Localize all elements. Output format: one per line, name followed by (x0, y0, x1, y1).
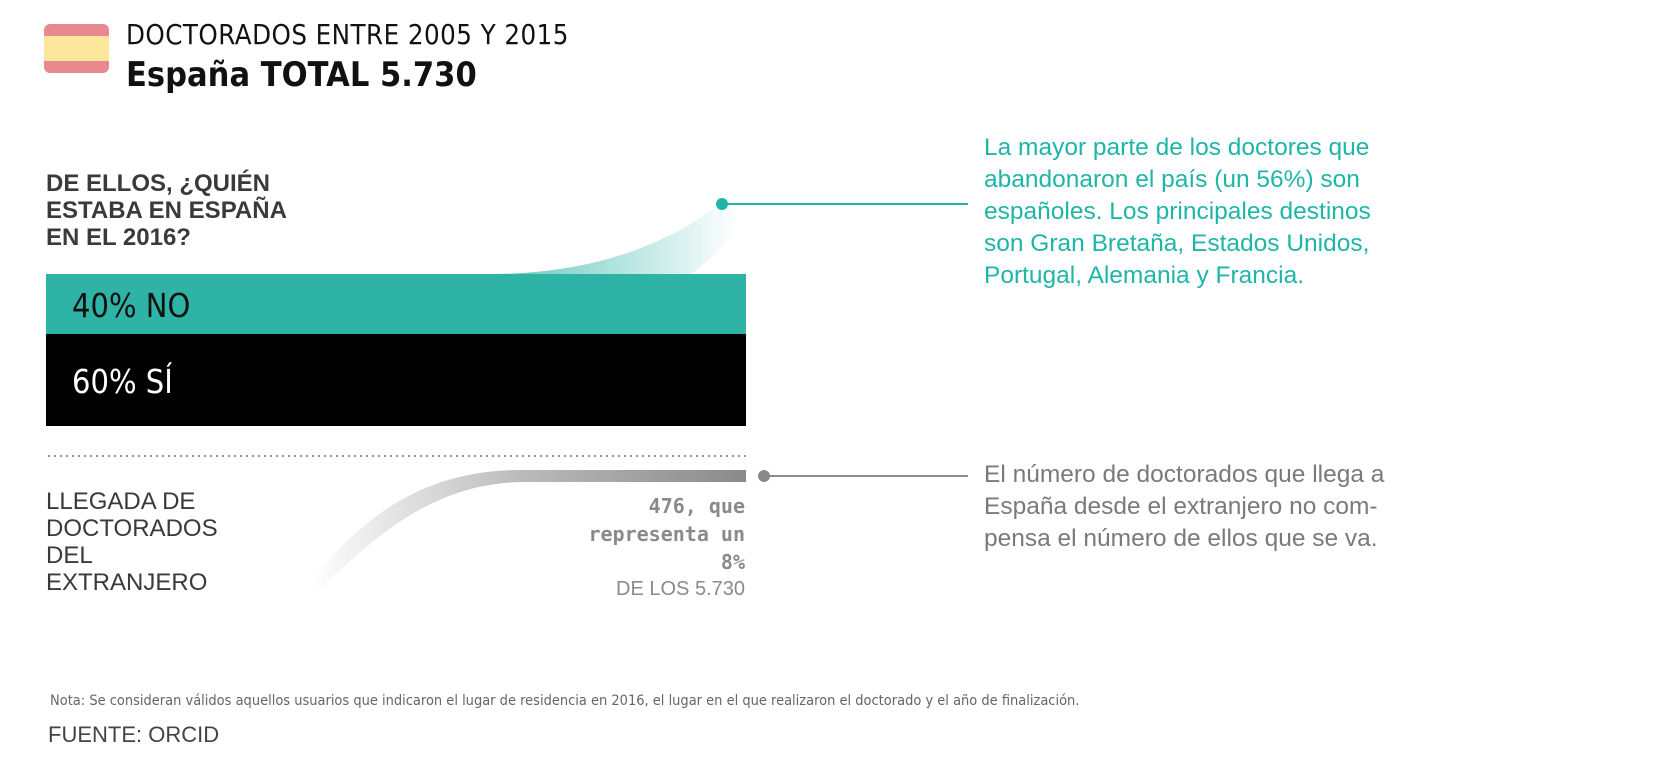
bar-no (46, 274, 746, 334)
bar-label-si: 60% SÍ (72, 362, 173, 401)
arrival-total: DE LOS 5.730 (616, 578, 745, 600)
arrival-value: 476, que representa un 8% (588, 494, 745, 574)
footnote: Nota: Se consideran válidos aquellos usu… (50, 693, 1080, 709)
bar-label-no: 40% NO (72, 286, 191, 325)
chart-subtitle: España TOTAL 5.730 (126, 55, 477, 95)
arrival-label: LLEGADA DE DOCTORADOS DEL EXTRANJERO (46, 488, 218, 596)
chart-title: DOCTORADOS ENTRE 2005 Y 2015 (126, 18, 569, 51)
question-heading: DE ELLOS, ¿QUIÉN ESTABA EN ESPAÑA EN EL … (46, 170, 287, 251)
bar-si (46, 334, 746, 426)
emigrants-annotation: La mayor parte de los doctores que aband… (984, 134, 1371, 289)
spain-flag-icon (44, 24, 109, 73)
arrival-flow-swoosh (310, 470, 746, 588)
immigrants-annotation: El número de doctorados que llega a Espa… (984, 461, 1385, 552)
source-label: FUENTE: ORCID (48, 722, 220, 747)
